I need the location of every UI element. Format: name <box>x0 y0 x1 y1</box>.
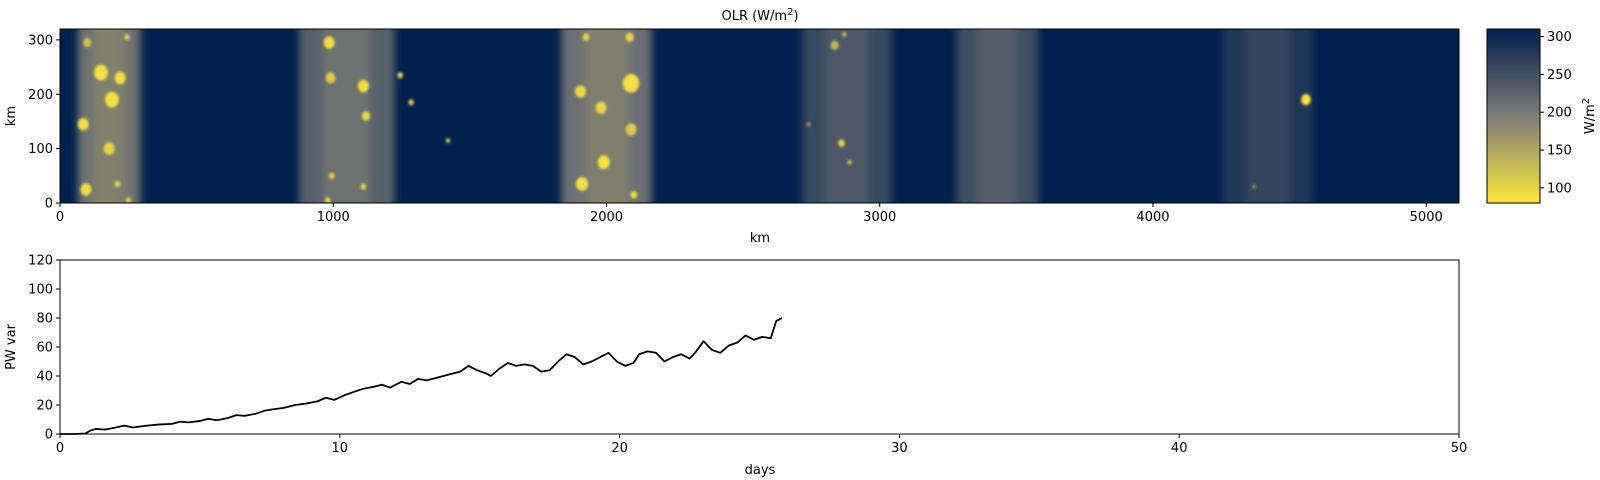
line-chart-y-tick-label: 60 <box>36 341 53 356</box>
heatmap-x-tick-label: 1000 <box>317 210 350 225</box>
convective-cell <box>357 79 369 93</box>
convective-cell <box>124 34 130 41</box>
line-chart-y-tick-label: 0 <box>45 428 53 443</box>
heatmap-x-tick-label: 2000 <box>590 210 623 225</box>
colorbar: 100 150 200 250 300 W/m2 <box>1486 28 1598 204</box>
convective-cell <box>397 72 403 79</box>
line-chart-x-tick-label: 0 <box>56 441 64 456</box>
convective-cell <box>125 197 132 203</box>
convective-cell <box>114 71 126 85</box>
convective-cell <box>445 137 451 143</box>
convective-cell <box>114 180 121 188</box>
line-chart-y-tick-label: 100 <box>28 283 53 298</box>
heatmap-x-tick-label: 4000 <box>1136 210 1169 225</box>
line-chart-frame <box>59 259 1460 435</box>
convective-cells <box>77 31 1311 203</box>
convective-cell <box>80 183 92 196</box>
colorbar-tick-label: 250 <box>1547 68 1572 83</box>
heatmap-x-tick-label: 5000 <box>1410 210 1443 225</box>
convective-cell <box>103 142 115 155</box>
line-chart-y-tick-label: 80 <box>36 312 53 327</box>
convective-cell <box>842 31 847 37</box>
convective-cell <box>625 32 634 42</box>
heatmap-title-suffix: ) <box>793 9 798 24</box>
convective-cell <box>1252 184 1256 189</box>
convective-cell <box>361 111 371 121</box>
convective-cell <box>622 73 640 93</box>
convective-cell <box>838 139 845 147</box>
heatmap-x-axis-label: km <box>750 231 770 246</box>
convective-cell <box>575 85 586 98</box>
convective-band-core <box>976 29 1018 203</box>
colorbar-label-superscript: 2 <box>1581 98 1592 104</box>
line-chart-x-tick-label: 10 <box>332 441 349 456</box>
heatmap-y-axis: 0 100 200 300 <box>28 33 60 212</box>
line-chart-y-tick-label: 40 <box>36 370 53 385</box>
convective-cell <box>360 183 367 190</box>
convective-cell <box>325 197 331 203</box>
colorbar-tick-label: 150 <box>1547 144 1572 159</box>
convective-cell <box>830 40 839 51</box>
convective-cell <box>807 122 811 127</box>
convective-cell <box>83 37 92 48</box>
line-chart-y-tick-label: 20 <box>36 399 53 414</box>
heatmap-x-tick-label: 3000 <box>863 210 896 225</box>
convective-cell <box>630 191 638 199</box>
line-chart-axes: 0 10 20 30 40 50 0 20 40 60 80 100 120 <box>28 254 1467 457</box>
line-chart-x-tick-label: 40 <box>1171 441 1188 456</box>
pw-var-series-line <box>60 317 783 435</box>
heatmap-y-tick-label: 100 <box>28 142 53 157</box>
convective-cell <box>847 159 852 165</box>
heatmap-y-tick-label: 0 <box>45 197 53 212</box>
heatmap-x-tick-label: 0 <box>56 210 64 225</box>
convective-cell <box>1301 94 1311 106</box>
colorbar-label: W/m2 <box>1581 98 1598 134</box>
convective-band-core <box>1245 29 1291 203</box>
line-chart-x-tick-label: 30 <box>891 441 908 456</box>
olr-heatmap-panel: OLR (W/m2) 0 1000 2000 3000 4000 5000 0 100 200… <box>4 7 1460 246</box>
heatmap-frame <box>59 28 1460 204</box>
convective-cell <box>323 36 335 49</box>
convective-cell <box>595 101 607 115</box>
convective-band-core <box>824 29 870 203</box>
colorbar-tick-label: 200 <box>1547 106 1572 121</box>
heatmap-field <box>60 29 1459 203</box>
convective-bands <box>77 29 1313 203</box>
convective-cell <box>625 123 637 136</box>
convective-cell <box>77 117 89 131</box>
heatmap-title-superscript: 2 <box>787 7 793 18</box>
convective-cell <box>597 155 610 170</box>
line-chart-y-tick-label: 120 <box>28 254 53 269</box>
colorbar-tick-label: 100 <box>1547 181 1572 196</box>
convective-cell <box>582 33 590 41</box>
heatmap-title: OLR (W/m2) <box>721 7 798 24</box>
heatmap-y-axis-label: km <box>4 106 19 126</box>
convective-band-core <box>583 29 630 203</box>
heatmap-x-axis: 0 1000 2000 3000 4000 5000 <box>56 203 1443 225</box>
pw-var-panel: 0 10 20 30 40 50 0 20 40 60 80 100 120 days PW var <box>4 254 1467 479</box>
colorbar-ticks: 100 150 200 250 300 <box>1540 30 1572 196</box>
convective-cell <box>329 172 335 179</box>
convective-cell <box>408 99 414 106</box>
convective-cell <box>94 64 108 81</box>
line-chart-x-tick-label: 20 <box>611 441 628 456</box>
line-chart-x-axis-label: days <box>745 463 776 478</box>
colorbar-frame <box>1486 28 1541 204</box>
convective-cell <box>325 72 336 84</box>
convective-cell <box>105 91 119 108</box>
convective-cell <box>575 177 588 191</box>
line-chart-y-axis-label: PW var <box>4 323 19 369</box>
colorbar-gradient <box>1487 29 1540 203</box>
heatmap-y-tick-label: 300 <box>28 33 53 48</box>
convective-band-core <box>93 29 125 203</box>
colorbar-tick-label: 300 <box>1547 30 1572 45</box>
line-chart-x-tick-label: 50 <box>1451 441 1468 456</box>
heatmap-y-tick-label: 200 <box>28 88 53 103</box>
